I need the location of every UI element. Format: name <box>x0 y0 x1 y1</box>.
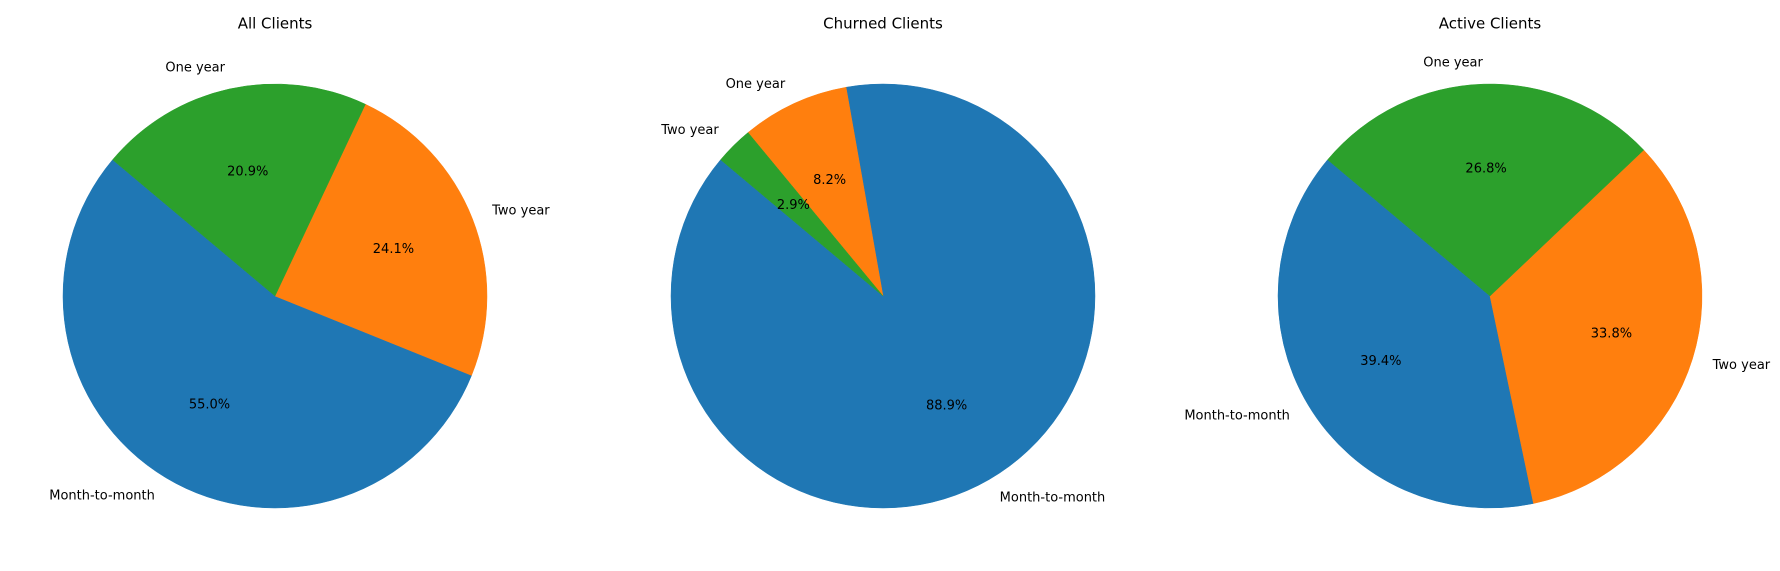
pie-slice-month-to-month <box>62 159 472 509</box>
pie-category-label: Two year <box>1712 358 1771 373</box>
pie-slice-two-year <box>274 103 488 376</box>
pie-slice-one-year <box>1327 83 1645 297</box>
pie-slice-month-to-month <box>1277 159 1534 509</box>
pie-pct-label: 26.8% <box>1465 161 1506 176</box>
pie-title: Active Clients <box>1439 15 1542 33</box>
pie-all-clients: All Clients 55.0% Month-to-month 24.1% Two y… <box>49 15 550 509</box>
pie-pct-label: 24.1% <box>373 242 414 257</box>
pie-pct-label: 8.2% <box>813 173 846 188</box>
pie-category-label: Month-to-month <box>49 488 155 503</box>
pie-pct-label: 88.9% <box>926 399 967 414</box>
pie-pct-label: 2.9% <box>777 198 810 213</box>
pie-pct-label: 20.9% <box>227 164 268 179</box>
pie-title: All Clients <box>238 15 313 33</box>
pie-category-label: Month-to-month <box>1184 408 1290 423</box>
pie-category-label: Month-to-month <box>1000 490 1106 505</box>
pie-slice-two-year <box>720 132 884 297</box>
pie-active-clients: Active Clients 39.4% Month-to-month 33.8% Tw… <box>1184 15 1771 509</box>
pie-category-label: Two year <box>660 123 719 138</box>
pie-pct-label: 55.0% <box>189 398 230 413</box>
pie-pct-label: 39.4% <box>1360 354 1401 369</box>
pie-churned-clients: Churned Clients 88.9% Month-to-month 8.2% On… <box>660 15 1105 509</box>
pie-slice-one-year <box>747 86 884 297</box>
pie-category-label: One year <box>165 61 225 76</box>
pie-category-label: One year <box>726 77 786 92</box>
pie-category-label: Two year <box>491 203 550 218</box>
pie-category-label: One year <box>1423 55 1483 70</box>
pie-slice-two-year <box>1489 149 1703 504</box>
pie-title: Churned Clients <box>823 15 943 33</box>
pie-slice-one-year <box>112 83 366 297</box>
pie-pct-label: 33.8% <box>1591 326 1632 341</box>
